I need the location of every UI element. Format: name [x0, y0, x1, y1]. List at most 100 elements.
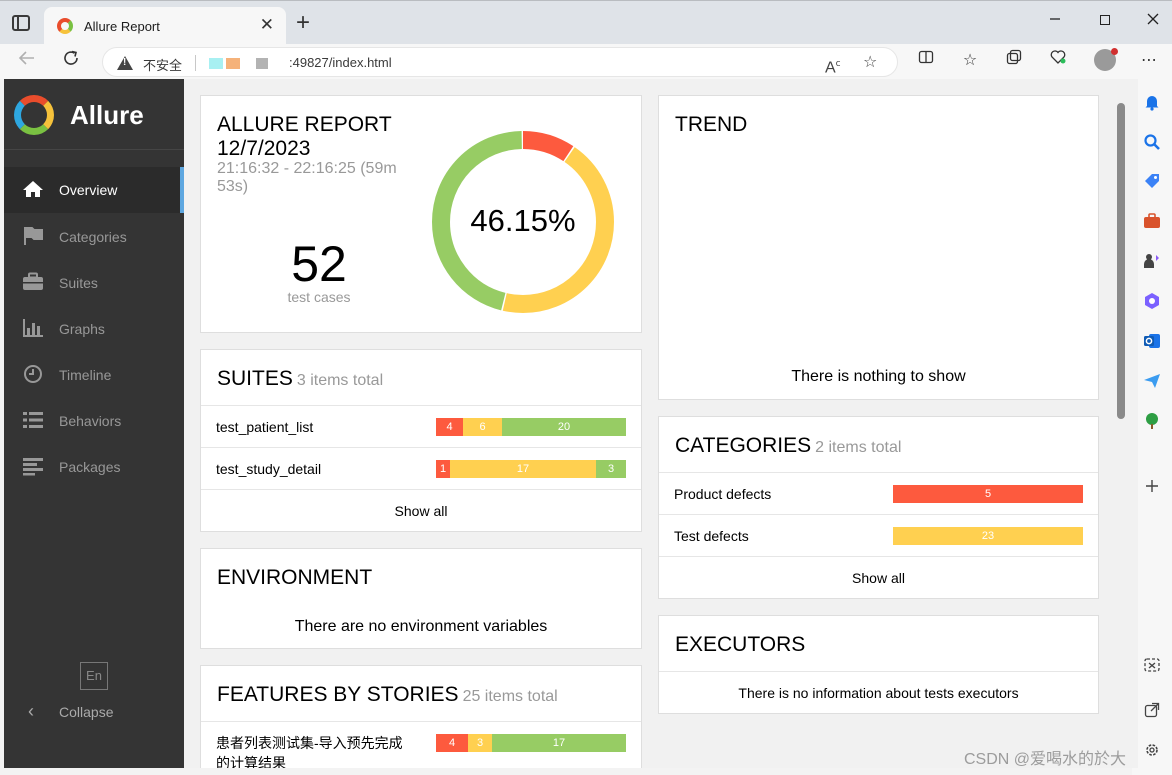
segment-failed: 1 [436, 460, 450, 478]
sidebar-item-packages[interactable]: Packages [4, 444, 184, 490]
executors-title: EXECUTORS [675, 633, 806, 656]
report-time-range: 21:16:32 - 22:16:25 (59m 53s) [217, 160, 397, 195]
allure-favicon-icon [57, 18, 73, 34]
sidebar-item-suites[interactable]: Suites [4, 260, 184, 306]
chevron-left-icon: ‹ [28, 701, 34, 721]
sidebar-item-overview[interactable]: Overview [4, 167, 184, 213]
align-left-icon [23, 458, 43, 476]
success-rate: 46.15% [470, 203, 576, 238]
environment-empty-message: There are no environment variables [294, 618, 548, 635]
performance-icon[interactable] [1046, 49, 1070, 73]
overview-widget: ALLURE REPORT 12/7/2023 21:16:32 - 22:16… [200, 95, 642, 333]
minimize-button[interactable] [1040, 9, 1070, 33]
table-row[interactable]: Test defects 23 [659, 514, 1098, 556]
sidebar-item-categories[interactable]: Categories [4, 214, 184, 260]
environment-widget: ENVIRONMENT There are no environment var… [200, 548, 642, 649]
trend-widget: TREND There is nothing to show [658, 95, 1099, 400]
environment-title: ENVIRONMENT [217, 566, 373, 589]
sidebar-item-graphs[interactable]: Graphs [4, 306, 184, 352]
shopping-tag-icon[interactable] [1143, 172, 1161, 190]
suites-count: 3 items total [296, 372, 384, 389]
sidebar-item-label: Categories [59, 229, 127, 245]
sidebar-item-label: Timeline [59, 367, 112, 383]
scrollbar-thumb[interactable] [1117, 103, 1125, 419]
categories-header[interactable]: CATEGORIES 2 items total [675, 434, 901, 458]
back-button[interactable] [14, 49, 40, 75]
clock-icon [24, 365, 42, 383]
new-tab-button[interactable]: + [296, 9, 311, 36]
masked-host [209, 56, 289, 70]
show-all-row[interactable]: Show all [659, 556, 1098, 598]
read-aloud-icon[interactable]: Aⅽ [825, 58, 841, 77]
language-button[interactable]: En [80, 662, 108, 690]
tab-title: Allure Report [84, 19, 160, 34]
browser-tab-bar: Allure Report ✕ + [0, 0, 1172, 45]
edge-side-panel [1132, 79, 1172, 775]
screenshot-icon[interactable] [1143, 656, 1161, 674]
category-bar-test-defects: 23 [893, 527, 1083, 545]
success-rate-donut[interactable] [431, 130, 615, 314]
profile-avatar[interactable] [1094, 48, 1118, 71]
sidebar-item-label: Suites [59, 275, 98, 291]
suites-show-all-link[interactable]: Show all [394, 503, 448, 519]
browser-tab[interactable]: Allure Report ✕ [44, 7, 286, 45]
suites-title: SUITES [217, 367, 293, 390]
table-row[interactable]: Product defects 5 [659, 472, 1098, 514]
allure-logo-icon [14, 95, 54, 135]
maximize-button[interactable] [1090, 9, 1120, 33]
sidebar-item-label: Packages [59, 459, 121, 475]
sidebar-item-behaviors[interactable]: Behaviors [4, 398, 184, 444]
flag-icon [24, 227, 43, 245]
scrollbar-track[interactable] [1130, 79, 1138, 768]
warning-icon[interactable] [117, 56, 133, 70]
executors-widget: EXECUTORS There is no information about … [658, 615, 1099, 714]
table-row[interactable]: 患者列表测试集-导入预先完成的计算结果 4 3 17 [201, 721, 641, 768]
features-widget: FEATURES BY STORIES 25 items total 患者列表测试… [200, 665, 642, 768]
split-screen-icon[interactable] [914, 49, 938, 73]
suite-name: test_patient_list [216, 419, 314, 435]
insecure-label[interactable]: 不安全 [143, 58, 183, 73]
sidebar-item-label: Graphs [59, 321, 105, 337]
tab-actions-icon[interactable] [12, 15, 30, 31]
games-icon[interactable] [1143, 252, 1161, 270]
categories-widget: CATEGORIES 2 items total Product defects … [658, 416, 1099, 599]
search-icon[interactable] [1143, 133, 1161, 151]
test-case-count-label: test cases [287, 289, 351, 305]
more-options-icon[interactable]: ⋯ [1141, 52, 1157, 69]
outlook-icon[interactable] [1143, 332, 1161, 350]
table-row[interactable]: test_patient_list 4 6 20 [201, 405, 641, 447]
favorite-star-icon[interactable]: ☆ [863, 54, 878, 71]
add-icon[interactable] [1143, 477, 1161, 495]
settings-gear-icon[interactable] [1143, 741, 1161, 759]
executors-empty-message: There is no information about tests exec… [738, 685, 1019, 701]
categories-show-all-link[interactable]: Show all [852, 570, 905, 586]
url-text[interactable]: :49827/index.html [289, 55, 392, 70]
segment-passed: 20 [502, 418, 626, 436]
segment-passed: 3 [596, 460, 626, 478]
segment-failed: 4 [436, 734, 468, 752]
sidebar-item-timeline[interactable]: Timeline [4, 352, 184, 398]
trend-title: TREND [675, 113, 748, 136]
table-row[interactable]: test_study_detail 1 17 3 [201, 447, 641, 489]
bell-icon[interactable] [1143, 93, 1161, 111]
categories-title: CATEGORIES [675, 434, 812, 457]
microsoft-365-icon[interactable] [1143, 292, 1161, 310]
collapse-label: Collapse [59, 704, 114, 720]
reload-button[interactable] [58, 49, 84, 75]
show-all-row[interactable]: Show all [201, 489, 641, 531]
tab-close-icon[interactable]: ✕ [259, 15, 274, 34]
tree-icon[interactable] [1143, 412, 1161, 430]
collections-icon[interactable] [1002, 49, 1026, 73]
tools-icon[interactable] [1143, 212, 1161, 230]
open-external-icon[interactable] [1143, 701, 1161, 719]
suites-header[interactable]: SUITES 3 items total [217, 367, 383, 391]
brand[interactable]: Allure [4, 79, 184, 150]
suite-status-bar: 4 6 20 [436, 418, 626, 436]
send-icon[interactable] [1143, 372, 1161, 390]
close-window-button[interactable] [1138, 9, 1168, 33]
home-icon [23, 181, 43, 197]
address-bar[interactable]: 不安全 :49827/index.html Aⅽ ☆ [102, 47, 898, 77]
features-header[interactable]: FEATURES BY STORIES 25 items total [217, 683, 558, 707]
favorites-icon[interactable]: ☆ [962, 52, 978, 69]
bar-chart-icon [23, 319, 43, 337]
